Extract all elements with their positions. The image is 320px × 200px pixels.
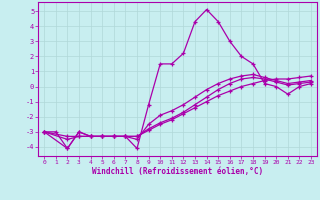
X-axis label: Windchill (Refroidissement éolien,°C): Windchill (Refroidissement éolien,°C) bbox=[92, 167, 263, 176]
